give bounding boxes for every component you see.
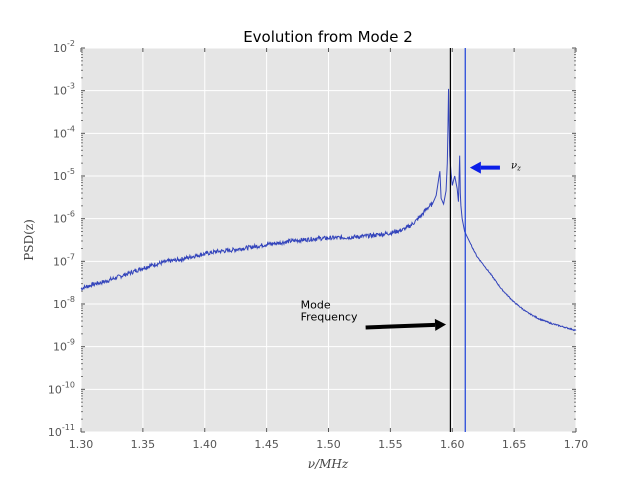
vertical-lines — [449, 48, 466, 432]
x-tick-labels: 1.30 1.35 1.40 1.45 1.50 1.55 1.60 1.65 1.70 — [69, 438, 589, 451]
x-tick-label: 1.65 — [502, 438, 527, 451]
x-tick-label: 1.50 — [316, 438, 341, 451]
y-tick-label: 10-10 — [48, 380, 75, 396]
x-axis-label: ν/MHz — [308, 457, 349, 471]
x-tick-label: 1.45 — [254, 438, 279, 451]
y-tick-label: 10-2 — [53, 39, 75, 55]
nu-z-arrow-head — [469, 161, 481, 174]
y-tick-label: 10-3 — [53, 82, 75, 98]
y-tick-label: 10-9 — [53, 338, 75, 354]
minor-ticks — [80, 47, 577, 433]
nu-z-label: νz — [511, 161, 521, 173]
mode-frequency-label: Mode Frequency — [301, 298, 358, 323]
chart-title: Evolution from Mode 2 — [243, 28, 413, 46]
x-tick-label: 1.55 — [378, 438, 403, 451]
y-axis-label: PSD(z) — [22, 219, 36, 261]
psd-series-line — [80, 88, 577, 332]
mode-frequency-arrow-head — [434, 318, 447, 331]
y-tick-label: 10-6 — [53, 210, 75, 226]
x-tick-label: 1.35 — [131, 438, 156, 451]
annotations: Mode Frequency νz — [301, 161, 521, 331]
y-tick-label: 10-4 — [53, 124, 75, 140]
y-tick-label: 10-7 — [53, 252, 75, 268]
mode-frequency-arrow-shaft — [365, 322, 436, 330]
y-tick-label: 10-8 — [53, 295, 75, 311]
series-group — [80, 88, 577, 332]
y-tick-label: 10-5 — [53, 167, 75, 183]
x-tick-label: 1.60 — [440, 438, 465, 451]
y-tick-labels: 10-11 10-10 10-9 10-8 10-7 10-6 10-5 10-4 10-3 10… — [48, 39, 75, 439]
x-tick-label: 1.70 — [564, 438, 589, 451]
x-tick-label: 1.40 — [193, 438, 218, 451]
x-tick-label: 1.30 — [69, 438, 94, 451]
y-tick-label: 10-11 — [48, 423, 75, 439]
